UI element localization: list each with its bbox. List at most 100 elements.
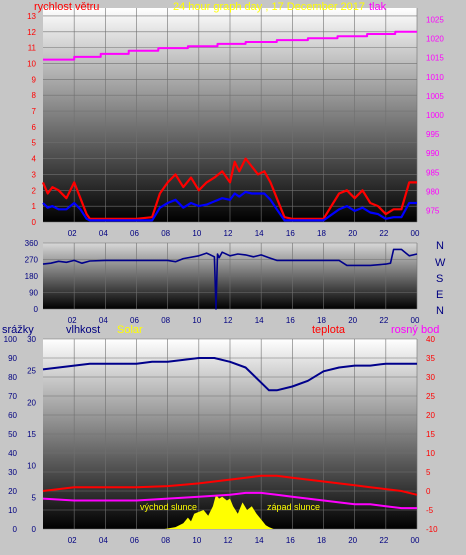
x-tick-label: 16 [286,536,295,545]
x-tick-label: 08 [161,316,170,325]
x-tick-label: 08 [161,229,170,238]
rain-axis-tick: 60 [8,411,17,420]
x-tick-label: 06 [130,316,139,325]
rain-axis-tick: 30 [8,468,17,477]
direction-axis-tick: 180 [25,272,39,281]
humidity-axis-tick: 25 [27,367,36,376]
rain-axis-tick: 10 [8,506,17,515]
humidity-label: vlhkost [66,324,100,336]
direction-label-n-top: N [436,240,444,252]
chart-title: 24 hour graph day , 17 December 2017 [173,1,365,13]
x-tick-label: 18 [317,316,326,325]
x-tick-label: 02 [68,536,77,545]
wind-axis-tick: 5 [32,139,37,148]
x-tick-label: 00 [411,316,420,325]
pressure-axis-tick: 975 [426,207,440,216]
rain-label: srážky [2,324,34,336]
rain-axis-tick: 40 [8,449,17,458]
direction-axis-tick: 270 [25,256,39,265]
wind-axis-tick: 1 [32,202,37,211]
temperature-axis-tick: 10 [426,449,435,458]
temperature-axis-tick: -10 [426,525,438,534]
temperature-axis-tick: 25 [426,392,435,401]
humidity-axis-tick: 30 [27,335,36,344]
direction-axis-tick: 90 [29,289,38,298]
wind-speed-label: rychlost větru [34,1,99,13]
direction-label-e: E [436,289,443,301]
pressure-label: tlak [369,1,387,13]
rain-axis-tick: 50 [8,430,17,439]
temperature-axis-tick: 5 [426,468,431,477]
x-tick-label: 16 [286,316,295,325]
dew-point-label: rosný bod [391,324,439,336]
x-tick-label: 14 [255,316,264,325]
x-tick-label: 16 [286,229,295,238]
x-tick-label: 12 [224,229,233,238]
humidity-axis-tick: 5 [32,493,37,502]
wind-axis-tick: 13 [27,12,36,21]
humidity-axis-tick: 0 [32,525,37,534]
x-tick-label: 04 [99,316,108,325]
temperature-line [42,474,418,496]
pressure-axis-tick: 1000 [426,111,444,120]
temperature-axis-tick: -5 [426,506,434,515]
solar-label: Solar [117,324,143,336]
pressure-axis-tick: 995 [426,130,440,139]
pressure-axis-tick: 1010 [426,73,444,82]
wind-direction-line [42,248,418,310]
pressure-axis-tick: 1025 [426,15,444,24]
wind-axis-tick: 7 [32,107,37,116]
wind-axis-tick: 4 [32,155,37,164]
x-tick-label: 22 [379,536,388,545]
humidity-line [42,357,417,392]
wind-gust-line [41,157,417,220]
x-tick-label: 10 [192,316,201,325]
sunset-label: západ slunce [267,502,320,512]
dew-point-line [42,491,417,510]
x-tick-label: 18 [317,229,326,238]
temperature-axis-tick: 30 [426,373,435,382]
x-tick-label: 22 [379,229,388,238]
temperature-axis-tick: 20 [426,411,435,420]
x-tick-label: 02 [68,316,77,325]
temperature-axis-tick: 15 [426,430,435,439]
data-marks [41,30,418,529]
humidity-axis-tick: 20 [27,398,36,407]
x-tick-label: 20 [348,316,357,325]
wind-average-line [42,190,417,222]
pressure-axis-tick: 990 [426,149,440,158]
x-tick-label: 04 [99,536,108,545]
sunrise-label: východ slunce [140,502,197,512]
wind-axis-tick: 9 [32,75,37,84]
temperature-axis-tick: 40 [426,335,435,344]
humidity-axis-tick: 15 [27,430,36,439]
x-tick-label: 20 [348,536,357,545]
x-tick-label: 04 [99,229,108,238]
direction-axis-tick: 0 [34,305,39,314]
direction-label-s: S [436,273,443,285]
wind-axis-tick: 12 [27,28,36,37]
wind-axis-tick: 11 [28,44,37,53]
direction-label-w: W [435,257,446,269]
pressure-axis-tick: 980 [426,187,440,196]
wind-axis-tick: 10 [27,59,36,68]
x-tick-label: 02 [68,229,77,238]
pressure-axis-tick: 1015 [426,54,444,63]
wind-axis-tick: 2 [32,186,37,195]
x-tick-label: 10 [192,229,201,238]
rain-axis-tick: 80 [8,373,17,382]
x-tick-label: 14 [255,536,264,545]
x-tick-label: 20 [348,229,357,238]
temperature-axis-tick: 35 [426,354,435,363]
rain-axis-tick: 70 [8,392,17,401]
rain-axis-tick: 20 [8,487,17,496]
x-tick-label: 10 [192,536,201,545]
direction-label-n-bottom: N [436,305,444,317]
humidity-axis-tick: 10 [27,462,36,471]
x-tick-label: 14 [255,229,264,238]
temperature-label: teplota [312,324,346,336]
x-tick-label: 06 [130,536,139,545]
x-tick-label: 00 [411,229,420,238]
